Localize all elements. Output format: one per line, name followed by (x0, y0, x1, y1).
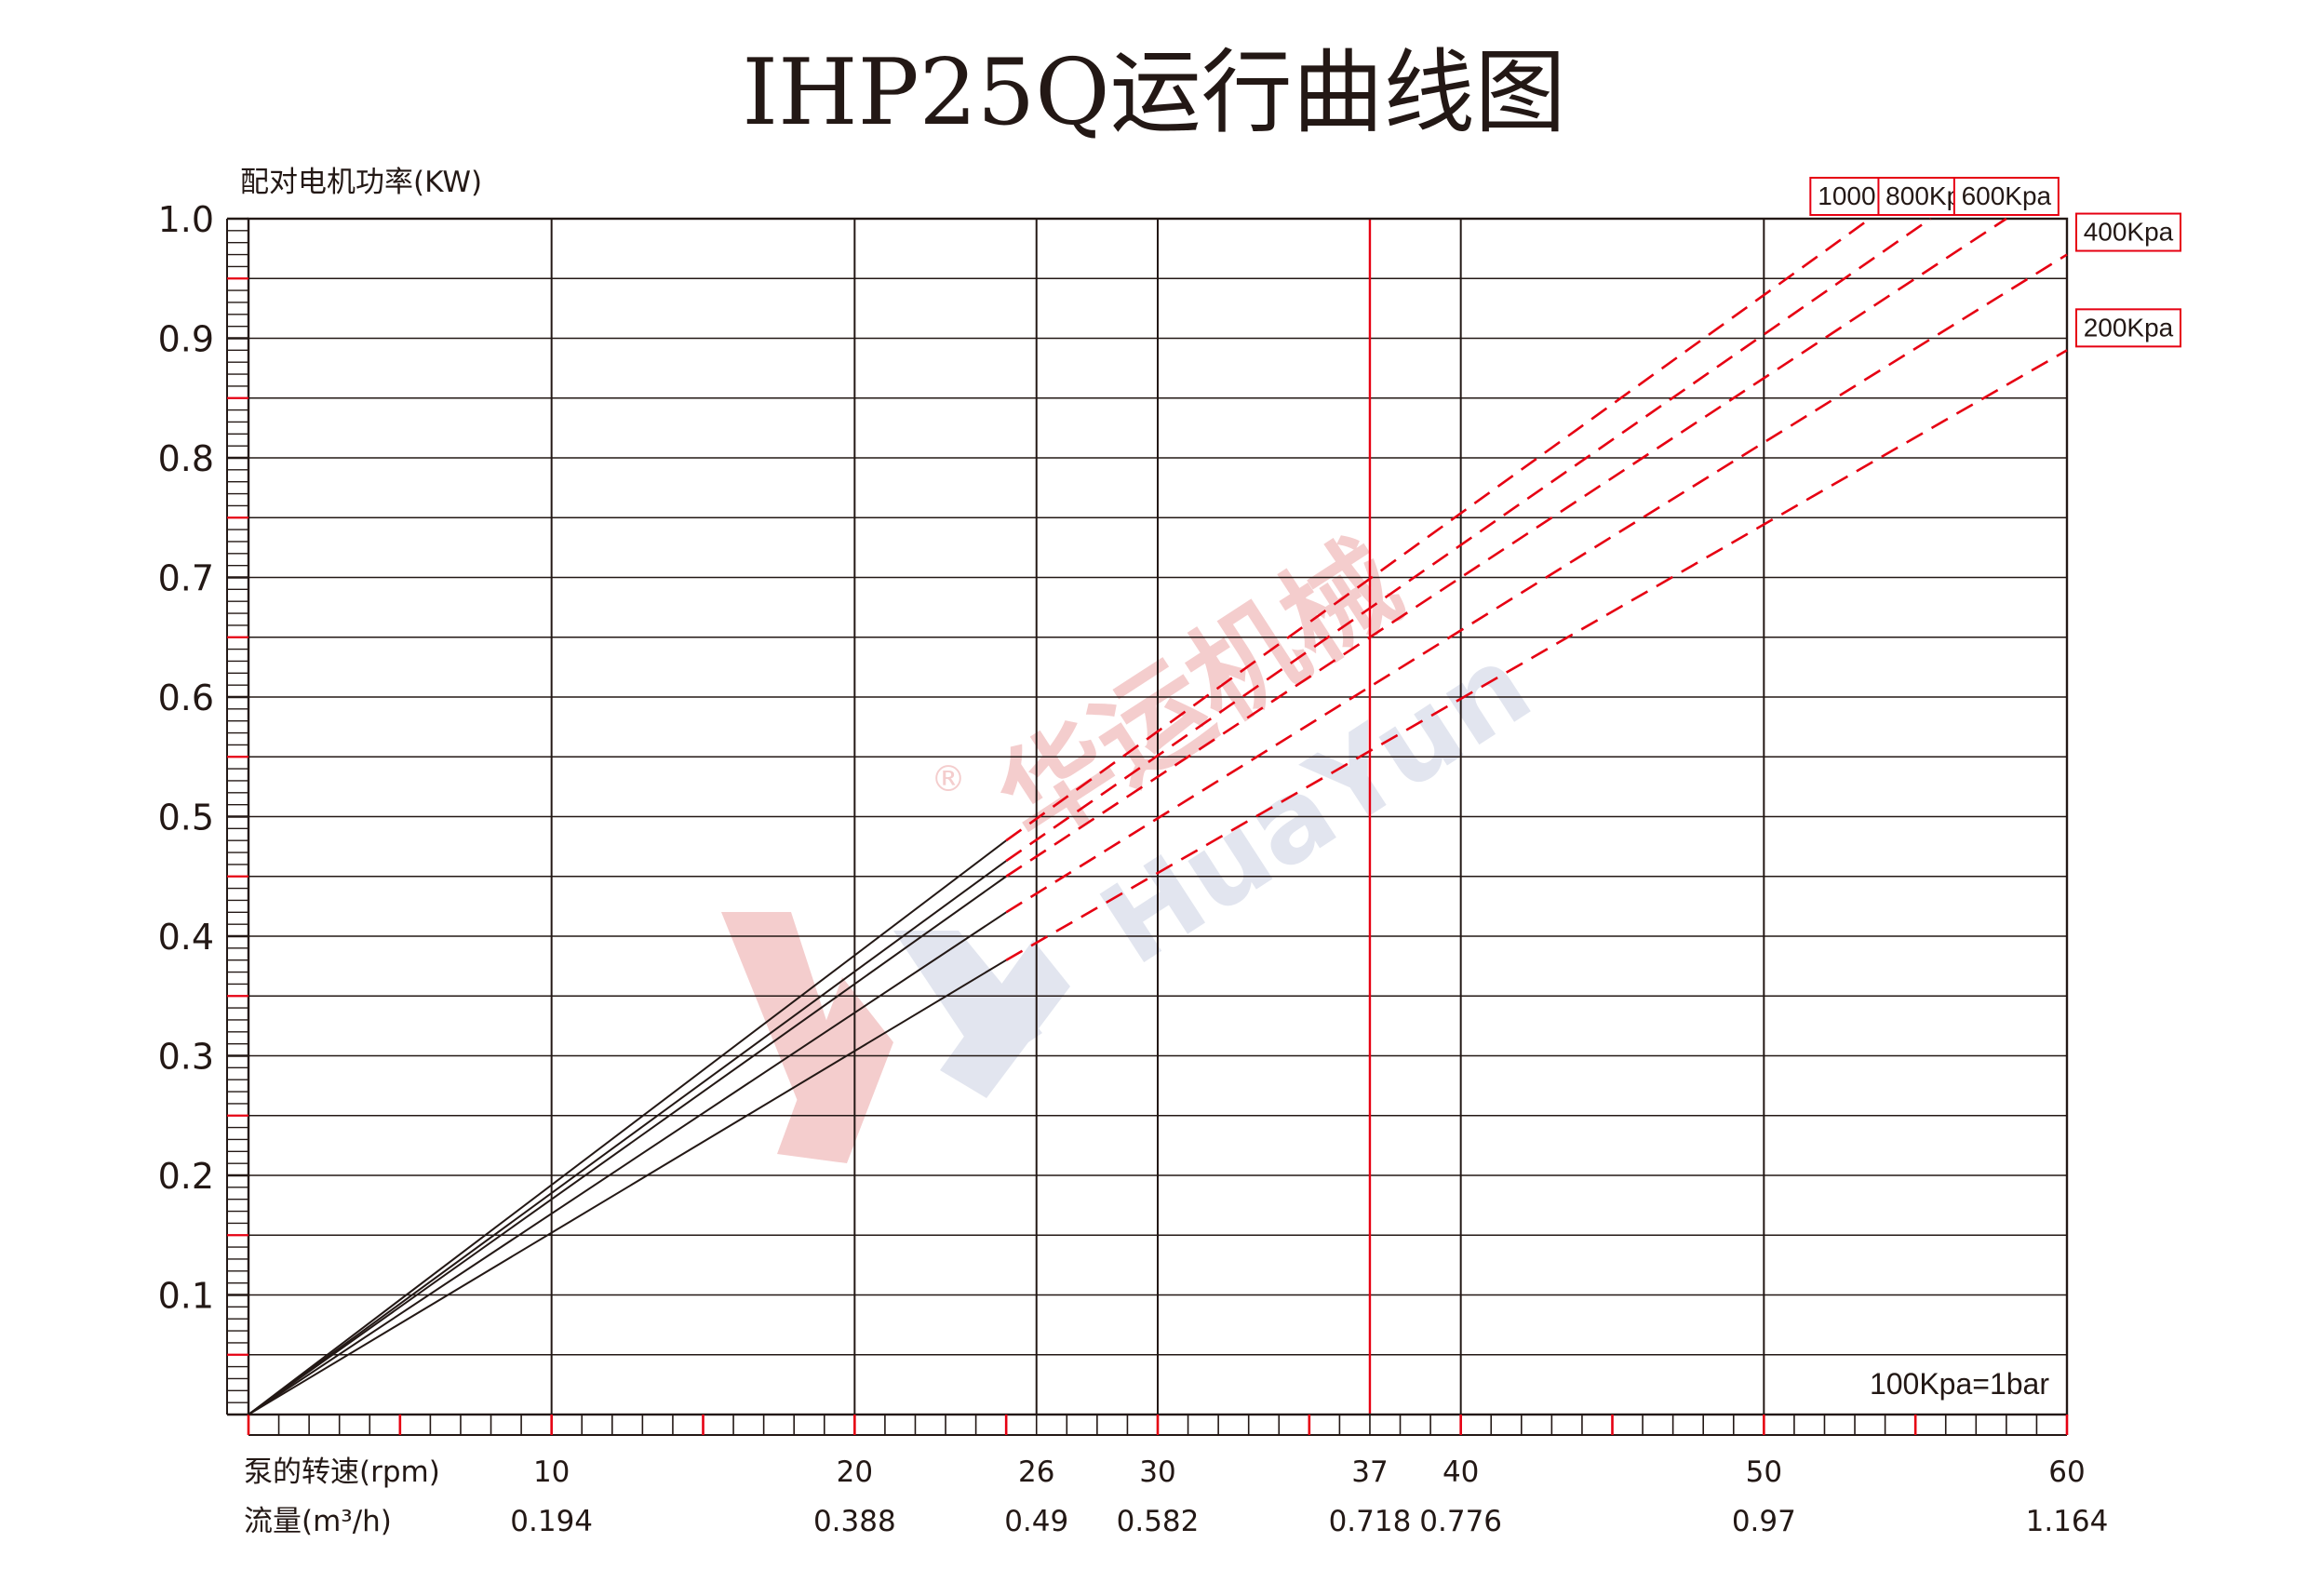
curve-dashed-400Kpa (1005, 253, 2068, 914)
curve-solid-400Kpa (248, 911, 1007, 1415)
x-tick-label-flow: 0.582 (1117, 1505, 1200, 1538)
x-tick-label-flow: 0.718 (1329, 1505, 1412, 1538)
curves (248, 217, 2068, 1415)
y-tick-label: 0.3 (158, 1037, 214, 1078)
series-label-200Kpa: 200Kpa (2075, 308, 2181, 348)
x-tick-label-rpm: 26 (1018, 1455, 1054, 1489)
chart-title: IHP25Q运行曲线图 (742, 40, 1565, 146)
series-label-box (2075, 308, 2181, 348)
x-tick-label-flow: 0.194 (510, 1505, 593, 1538)
curve-solid-1000Kpa (248, 839, 1007, 1415)
x-tick-label-rpm: 40 (1442, 1455, 1479, 1489)
curve-dashed-600Kpa (1005, 217, 2007, 878)
y-tick-label: 1.0 (158, 199, 214, 240)
series-label-box (2075, 212, 2181, 252)
x-tick-label-flow: 0.776 (1419, 1505, 1502, 1538)
curve-dashed-200Kpa (1005, 349, 2068, 961)
series-label-400Kpa: 400Kpa (2075, 212, 2181, 252)
y-tick-label: 0.6 (158, 677, 214, 718)
x-axis-label: 泵的转速(rpm) (244, 1455, 440, 1489)
x-tick-label-rpm: 60 (2048, 1455, 2085, 1489)
series-label-text: 600Kpa (1962, 181, 2052, 210)
watermark-logo (721, 912, 1070, 1163)
x-tick-label-rpm: 50 (1746, 1455, 1782, 1489)
curve-solid-200Kpa (248, 959, 1007, 1415)
unit-note: 100Kpa=1bar (1870, 1367, 2049, 1401)
series-label-text: 400Kpa (2084, 218, 2174, 247)
x2-axis-label: 流量(m³/h) (244, 1505, 392, 1538)
y-tick-label: 0.4 (158, 917, 214, 958)
x-tick-label-rpm: 30 (1139, 1455, 1175, 1489)
x-tick-label-flow: 0.97 (1732, 1505, 1796, 1538)
x-tick-label-flow: 0.49 (1004, 1505, 1068, 1538)
x-tick-label-flow: 0.388 (813, 1505, 896, 1538)
y-tick-label: 0.5 (158, 798, 214, 838)
series-label-600Kpa: 600Kpa (1952, 177, 2060, 216)
axis-ticks (226, 217, 2069, 1436)
curve-dashed-800Kpa (1005, 217, 1932, 863)
curve-solid-800Kpa (248, 860, 1007, 1415)
x-tick-label-rpm: 37 (1351, 1455, 1388, 1489)
grid-lines (248, 219, 2067, 1415)
curve-solid-600Kpa (248, 875, 1007, 1415)
y-tick-labels: 0.1 0.2 0.3 0.4 0.5 0.6 0.7 0.8 0.9 1.0 (158, 199, 214, 1317)
y-tick-label: 0.8 (158, 438, 214, 479)
curve-dashed-1000Kpa (1005, 217, 1872, 842)
y-tick-label: 0.9 (158, 319, 214, 360)
watermark: ® 华运机械 HuaYun (721, 517, 1552, 1163)
x-tick-label-flow: 1.164 (2026, 1505, 2109, 1538)
y-tick-label: 0.2 (158, 1156, 214, 1197)
y-axis-label: 配对电机功率(KW) (240, 166, 482, 199)
y-tick-label: 0.7 (158, 558, 214, 599)
x-tick-labels: 10 0.194 20 0.388 26 0.49 30 0.582 37 0.718 40 0.77… (510, 1455, 2108, 1538)
watermark-reg: ® (931, 758, 966, 799)
y-tick-label: 0.1 (158, 1276, 214, 1317)
x-tick-label-rpm: 10 (533, 1455, 570, 1489)
series-label-text: 200Kpa (2084, 313, 2174, 342)
x-tick-label-rpm: 20 (837, 1455, 873, 1489)
series-label-box (1952, 177, 2060, 216)
